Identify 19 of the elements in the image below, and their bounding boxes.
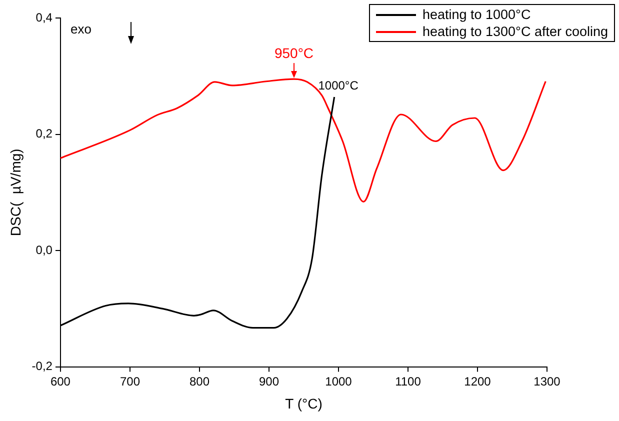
y-tick-label: -0,2 xyxy=(32,359,53,374)
x-tick-label: 800 xyxy=(189,374,210,388)
y-tick-label: 0,4 xyxy=(36,10,53,24)
x-axis-title: T (°C) xyxy=(285,395,322,412)
x-tick-label: 1300 xyxy=(534,374,561,388)
annotation: 950°C xyxy=(274,44,314,61)
x-tick-label: 700 xyxy=(120,374,140,388)
legend-label: heating to 1300°C after cooling xyxy=(422,23,608,40)
x-tick-label: 900 xyxy=(258,374,280,388)
x-tick-label: 1000 xyxy=(325,374,352,388)
y-tick-label: 0,0 xyxy=(36,242,53,257)
x-tick-label: 1200 xyxy=(464,374,492,388)
annotation: 1000°C xyxy=(318,78,359,92)
x-tick-label: 600 xyxy=(50,374,71,388)
legend-label: heating to 1000°C xyxy=(422,6,531,23)
x-tick-label: 1100 xyxy=(395,374,422,388)
annotation: exo xyxy=(70,22,92,37)
y-tick-label: 0,2 xyxy=(36,126,53,141)
y-axis-title: DSC( µV/mg) xyxy=(7,148,24,236)
